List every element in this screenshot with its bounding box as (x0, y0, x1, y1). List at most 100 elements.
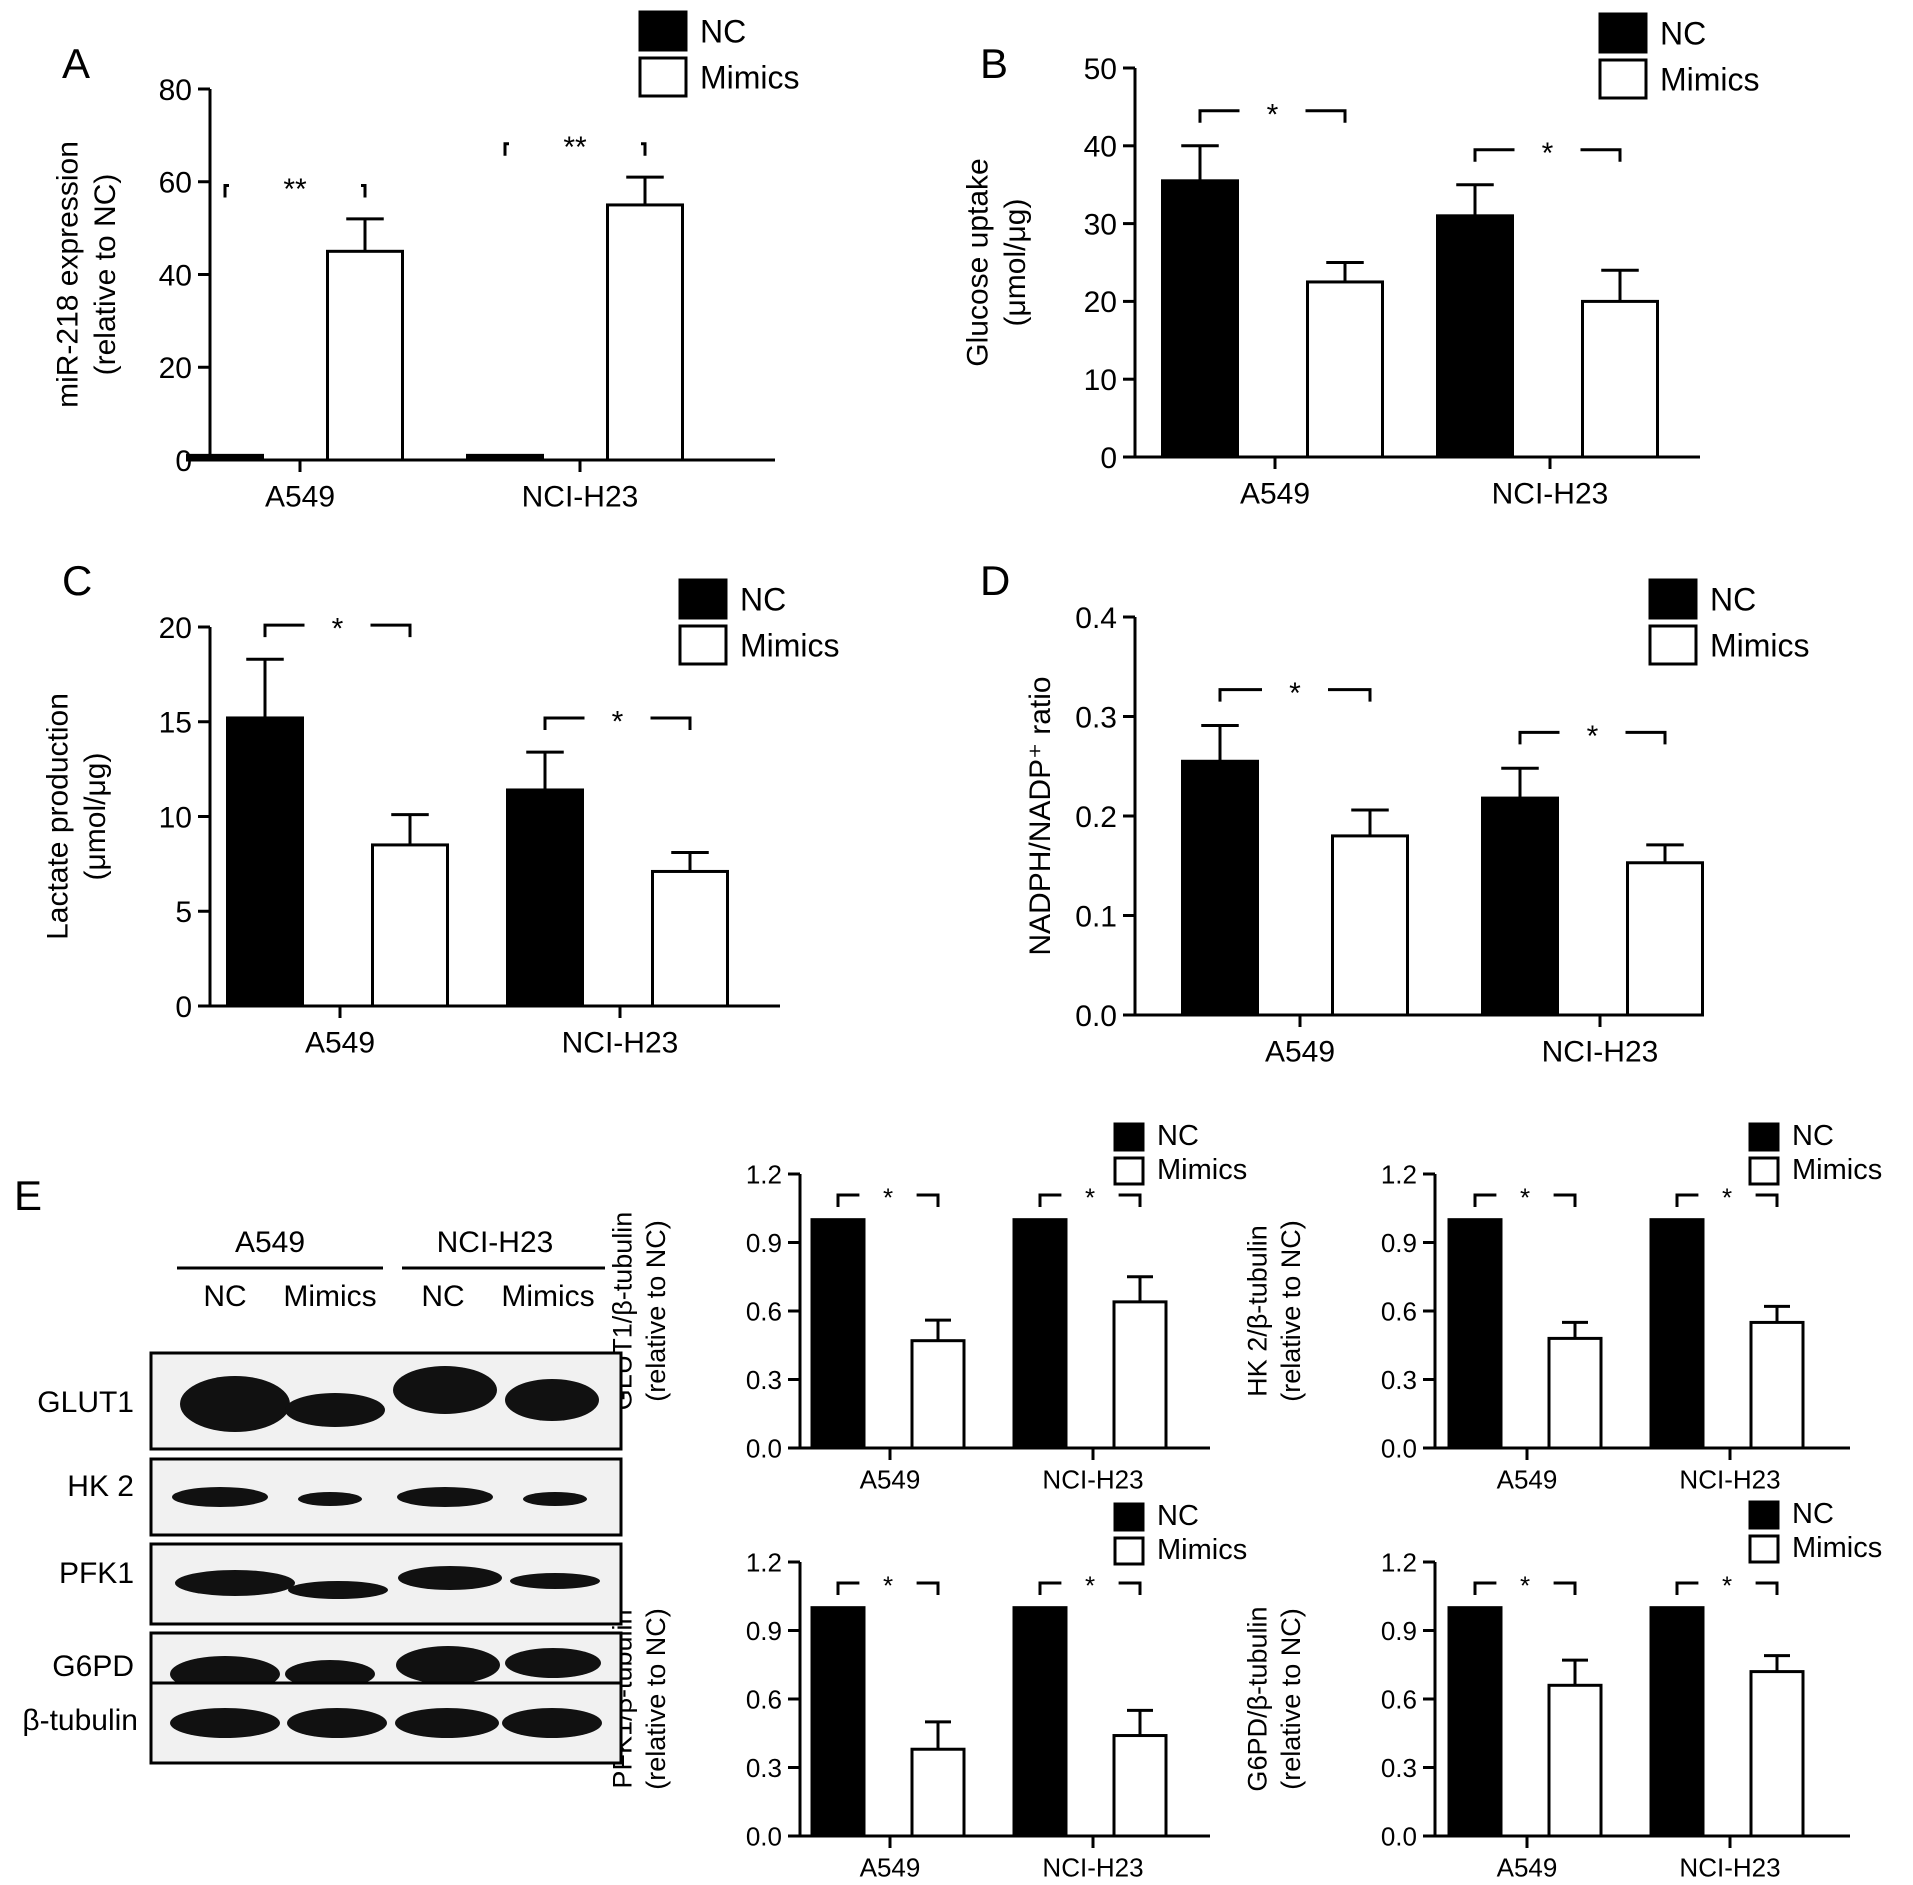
y-tick-label: 0.0 (1075, 1000, 1117, 1033)
significance-bracket (1625, 730, 1667, 745)
legend-label: NC (1792, 1498, 1834, 1530)
significance-bracket (1473, 148, 1515, 162)
legend-swatch (678, 624, 728, 666)
legend-swatch (1598, 58, 1648, 100)
bar (1436, 214, 1514, 459)
y-tick-label: 0 (1100, 442, 1117, 475)
significance-bracket (641, 142, 647, 156)
y-tick-label: 1.2 (746, 1547, 782, 1577)
significance-bracket (1755, 1193, 1779, 1208)
y-axis-label: (μmol/μg) (999, 199, 1032, 327)
bar (506, 788, 584, 1008)
y-axis-label: (μmol/μg) (79, 753, 112, 881)
bar (1306, 280, 1384, 459)
blot-band (287, 1708, 387, 1738)
significance-bracket (836, 1581, 860, 1596)
y-axis-label: (relative to NC) (1276, 1220, 1306, 1402)
bar (810, 1606, 866, 1838)
chart-glut1-quantification: 0.00.30.60.91.2A549*NCI-H23*GLUT1/β-tubu… (607, 1120, 1247, 1495)
bar (186, 453, 264, 462)
blot-band (285, 1393, 385, 1427)
significance-label: * (612, 705, 624, 738)
x-tick-label: NCI-H23 (562, 1027, 679, 1060)
legend-label: Mimics (1792, 1154, 1882, 1186)
bar (1447, 1218, 1503, 1450)
legend-swatch (1113, 1536, 1145, 1566)
x-tick-label: NCI-H23 (1679, 1852, 1780, 1882)
legend-swatch (1748, 1122, 1780, 1152)
chart-g6pd-quantification: 0.0 0.3 0.6 0.9 1.2 A549 * NCI-H23 * G6PD/β-tubul… (1242, 1498, 1882, 1883)
y-tick-label: 15 (159, 707, 192, 740)
significance-bracket (1198, 109, 1240, 123)
bar (1547, 1683, 1603, 1838)
y-tick-label: 0.3 (746, 1753, 782, 1783)
blot-band (288, 1581, 388, 1599)
x-tick-label: NCI-H23 (1542, 1036, 1659, 1069)
legend-swatch (638, 10, 688, 52)
western-blot: A549 NCI-H23 NC Mimics NC Mimics GLUT1 H… (22, 1226, 623, 1765)
blot-row-label: β-tubulin (22, 1704, 138, 1737)
blot-row-label: PFK1 (59, 1557, 134, 1590)
significance-bracket (916, 1581, 940, 1596)
legend-swatch (1113, 1156, 1145, 1186)
bar (1749, 1670, 1805, 1838)
blot-row-label: G6PD (52, 1650, 134, 1683)
blot-band (398, 1566, 502, 1590)
bar (1447, 1606, 1503, 1838)
significance-bracket (1038, 1193, 1062, 1208)
y-tick-label: 0 (175, 991, 192, 1024)
significance-bracket (1473, 1193, 1497, 1208)
legend-label: NC (1157, 1500, 1199, 1532)
bar (1481, 796, 1559, 1017)
y-axis-label: (relative to NC) (89, 174, 122, 376)
bar (1581, 299, 1659, 459)
bar (1749, 1320, 1805, 1450)
blot-lane-label: Mimics (283, 1280, 376, 1313)
x-tick-label: A549 (860, 1852, 921, 1882)
bar (910, 1339, 966, 1450)
blot-lane-label: NC (421, 1280, 464, 1313)
y-axis-label: HK 2/β-tubulin (1242, 1225, 1272, 1397)
significance-bracket (543, 716, 585, 730)
legend-swatch (1748, 1156, 1780, 1186)
legend-label: NC (1792, 1120, 1834, 1152)
legend-swatch (1113, 1502, 1145, 1532)
legend-swatch (638, 56, 688, 98)
y-tick-label: 0.3 (746, 1365, 782, 1395)
y-tick-label: 0.0 (1381, 1433, 1417, 1463)
y-axis-label: miR-218 expression (52, 141, 85, 408)
significance-bracket (1118, 1581, 1142, 1596)
x-tick-label: A549 (860, 1464, 921, 1494)
significance-label: * (1520, 1571, 1530, 1601)
bar (1112, 1734, 1168, 1838)
x-tick-label: NCI-H23 (522, 481, 639, 514)
y-tick-label: 0.9 (1381, 1228, 1417, 1258)
chart-glucose-uptake: 0 10 20 30 40 50 A549 * NCI-H23 * Glucose uptake (μ… (962, 12, 1760, 511)
significance-label: * (1722, 1183, 1732, 1213)
y-tick-label: 0.6 (746, 1296, 782, 1326)
y-tick-label: 20 (159, 352, 192, 385)
y-axis-label: G6PD/β-tubulin (1242, 1606, 1272, 1791)
panel-letter-c: C (62, 557, 92, 604)
y-tick-label: 10 (1084, 364, 1117, 397)
panel-letter-d: D (980, 557, 1010, 604)
y-tick-label: 0.1 (1075, 900, 1117, 933)
legend-label: Mimics (1157, 1534, 1247, 1566)
significance-bracket (370, 623, 412, 638)
significance-bracket (1038, 1581, 1062, 1596)
significance-bracket (263, 623, 305, 638)
y-tick-label: 20 (1084, 286, 1117, 319)
y-tick-label: 0.9 (746, 1616, 782, 1646)
bar (326, 249, 404, 462)
bar (371, 843, 449, 1008)
y-axis-label: (relative to NC) (1276, 1608, 1306, 1790)
significance-bracket (1675, 1193, 1699, 1208)
blot-row-label: GLUT1 (37, 1386, 134, 1419)
y-tick-label: 1.2 (746, 1159, 782, 1189)
x-tick-label: NCI-H23 (1042, 1464, 1143, 1494)
x-tick-label: A549 (1497, 1852, 1558, 1882)
legend-label: NC (1157, 1120, 1199, 1152)
significance-label: ** (283, 173, 307, 206)
x-tick-label: NCI-H23 (1492, 478, 1609, 511)
blot-band (298, 1492, 362, 1506)
